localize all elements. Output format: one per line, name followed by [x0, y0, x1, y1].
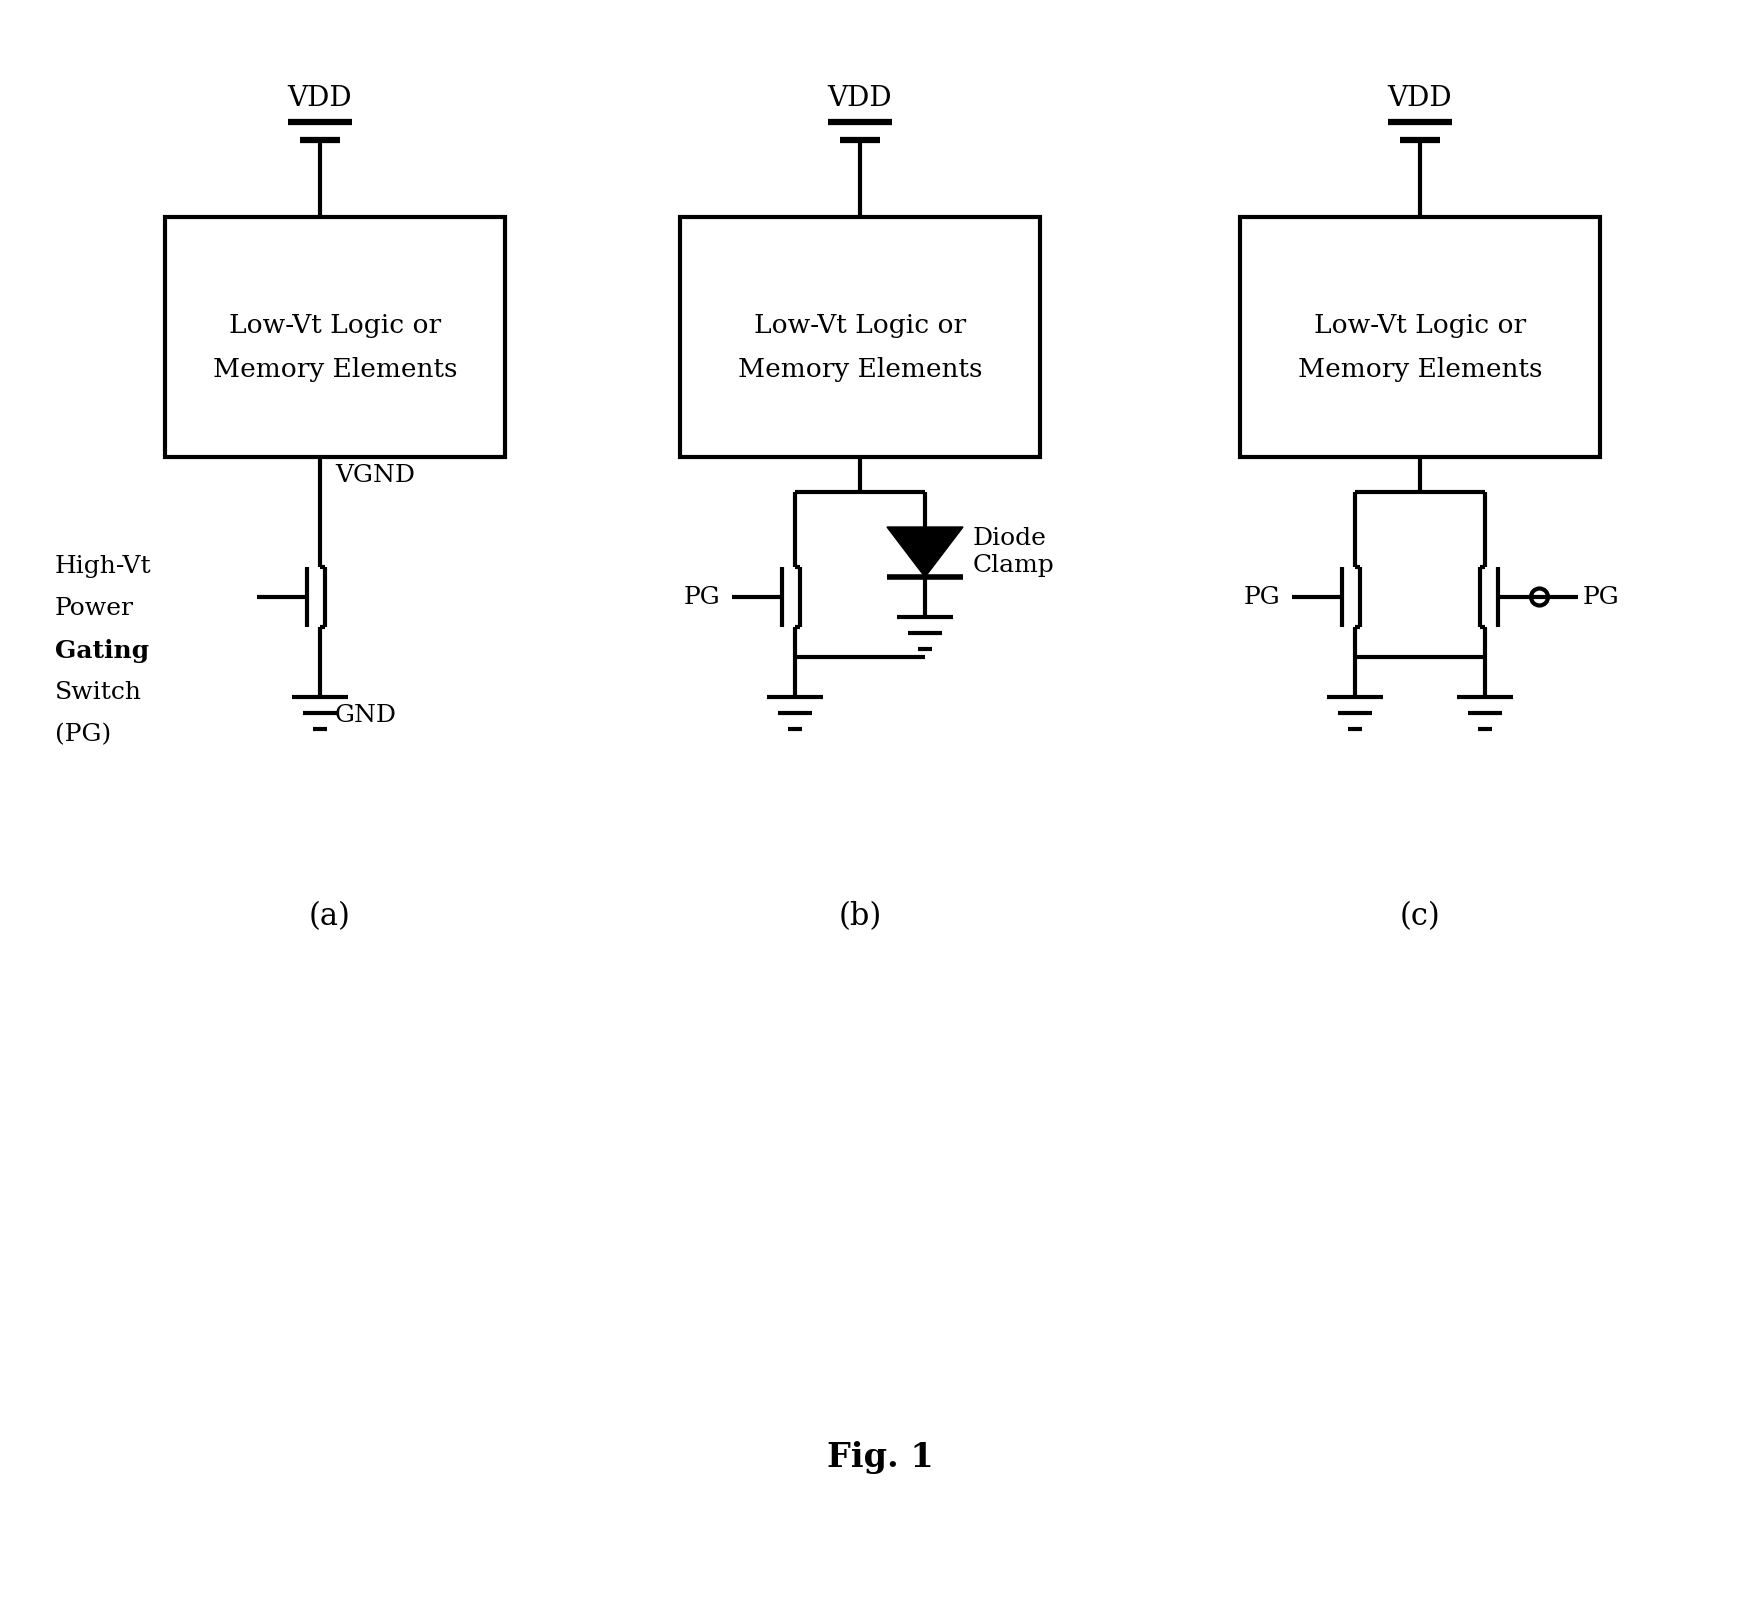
- Text: VDD: VDD: [1387, 85, 1453, 112]
- Text: Gating: Gating: [55, 639, 150, 663]
- Text: Memory Elements: Memory Elements: [737, 356, 982, 382]
- Text: Memory Elements: Memory Elements: [1298, 356, 1543, 382]
- Polygon shape: [887, 527, 963, 577]
- Bar: [166, 217, 504, 457]
- Text: VGND: VGND: [335, 463, 414, 487]
- Text: Diode
Clamp: Diode Clamp: [973, 527, 1054, 577]
- Text: VDD: VDD: [287, 85, 353, 112]
- Text: (a): (a): [309, 901, 351, 933]
- Text: Power: Power: [55, 597, 134, 621]
- Text: PG: PG: [1243, 586, 1280, 608]
- Text: VDD: VDD: [827, 85, 892, 112]
- Bar: [681, 217, 1040, 457]
- Bar: [1239, 217, 1601, 457]
- Text: Low-Vt Logic or: Low-Vt Logic or: [755, 313, 966, 337]
- Text: (b): (b): [839, 901, 882, 933]
- Text: Low-Vt Logic or: Low-Vt Logic or: [1313, 313, 1527, 337]
- Text: Switch: Switch: [55, 682, 143, 704]
- Text: (PG): (PG): [55, 723, 111, 746]
- Text: Fig. 1: Fig. 1: [827, 1440, 933, 1474]
- Text: Low-Vt Logic or: Low-Vt Logic or: [229, 313, 441, 337]
- Text: PG: PG: [1583, 586, 1620, 608]
- Text: High-Vt: High-Vt: [55, 556, 152, 578]
- Text: Memory Elements: Memory Elements: [213, 356, 457, 382]
- Text: GND: GND: [335, 704, 397, 727]
- Text: (c): (c): [1400, 901, 1440, 933]
- Text: PG: PG: [684, 586, 719, 608]
